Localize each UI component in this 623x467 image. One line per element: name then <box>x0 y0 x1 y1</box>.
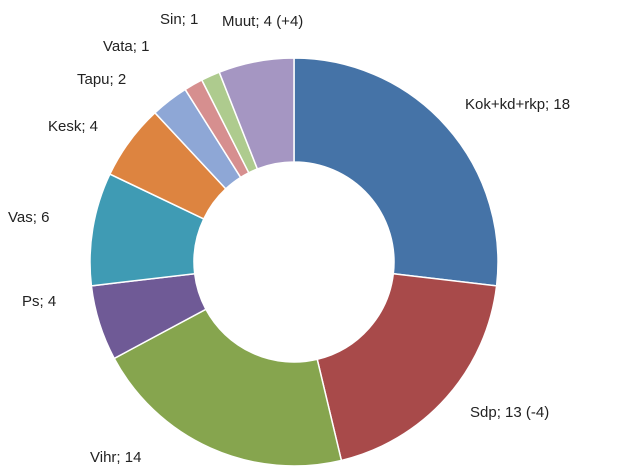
data-label: Kesk; 4 <box>48 118 98 135</box>
data-label: Vihr; 14 <box>90 449 141 466</box>
data-label: Sdp; 13 (-4) <box>470 404 549 421</box>
data-label: Tapu; 2 <box>77 71 126 88</box>
data-label: Sin; 1 <box>160 11 198 28</box>
data-label: Ps; 4 <box>22 293 56 310</box>
data-label: Vas; 6 <box>8 209 49 226</box>
data-label: Kok+kd+rkp; 18 <box>465 96 570 113</box>
donut-slice <box>316 272 498 462</box>
donut-slice <box>218 57 295 170</box>
data-label: Muut; 4 (+4) <box>222 13 303 30</box>
data-label: Vata; 1 <box>103 38 149 55</box>
donut-slice <box>113 308 343 467</box>
donut-slice <box>293 57 499 287</box>
